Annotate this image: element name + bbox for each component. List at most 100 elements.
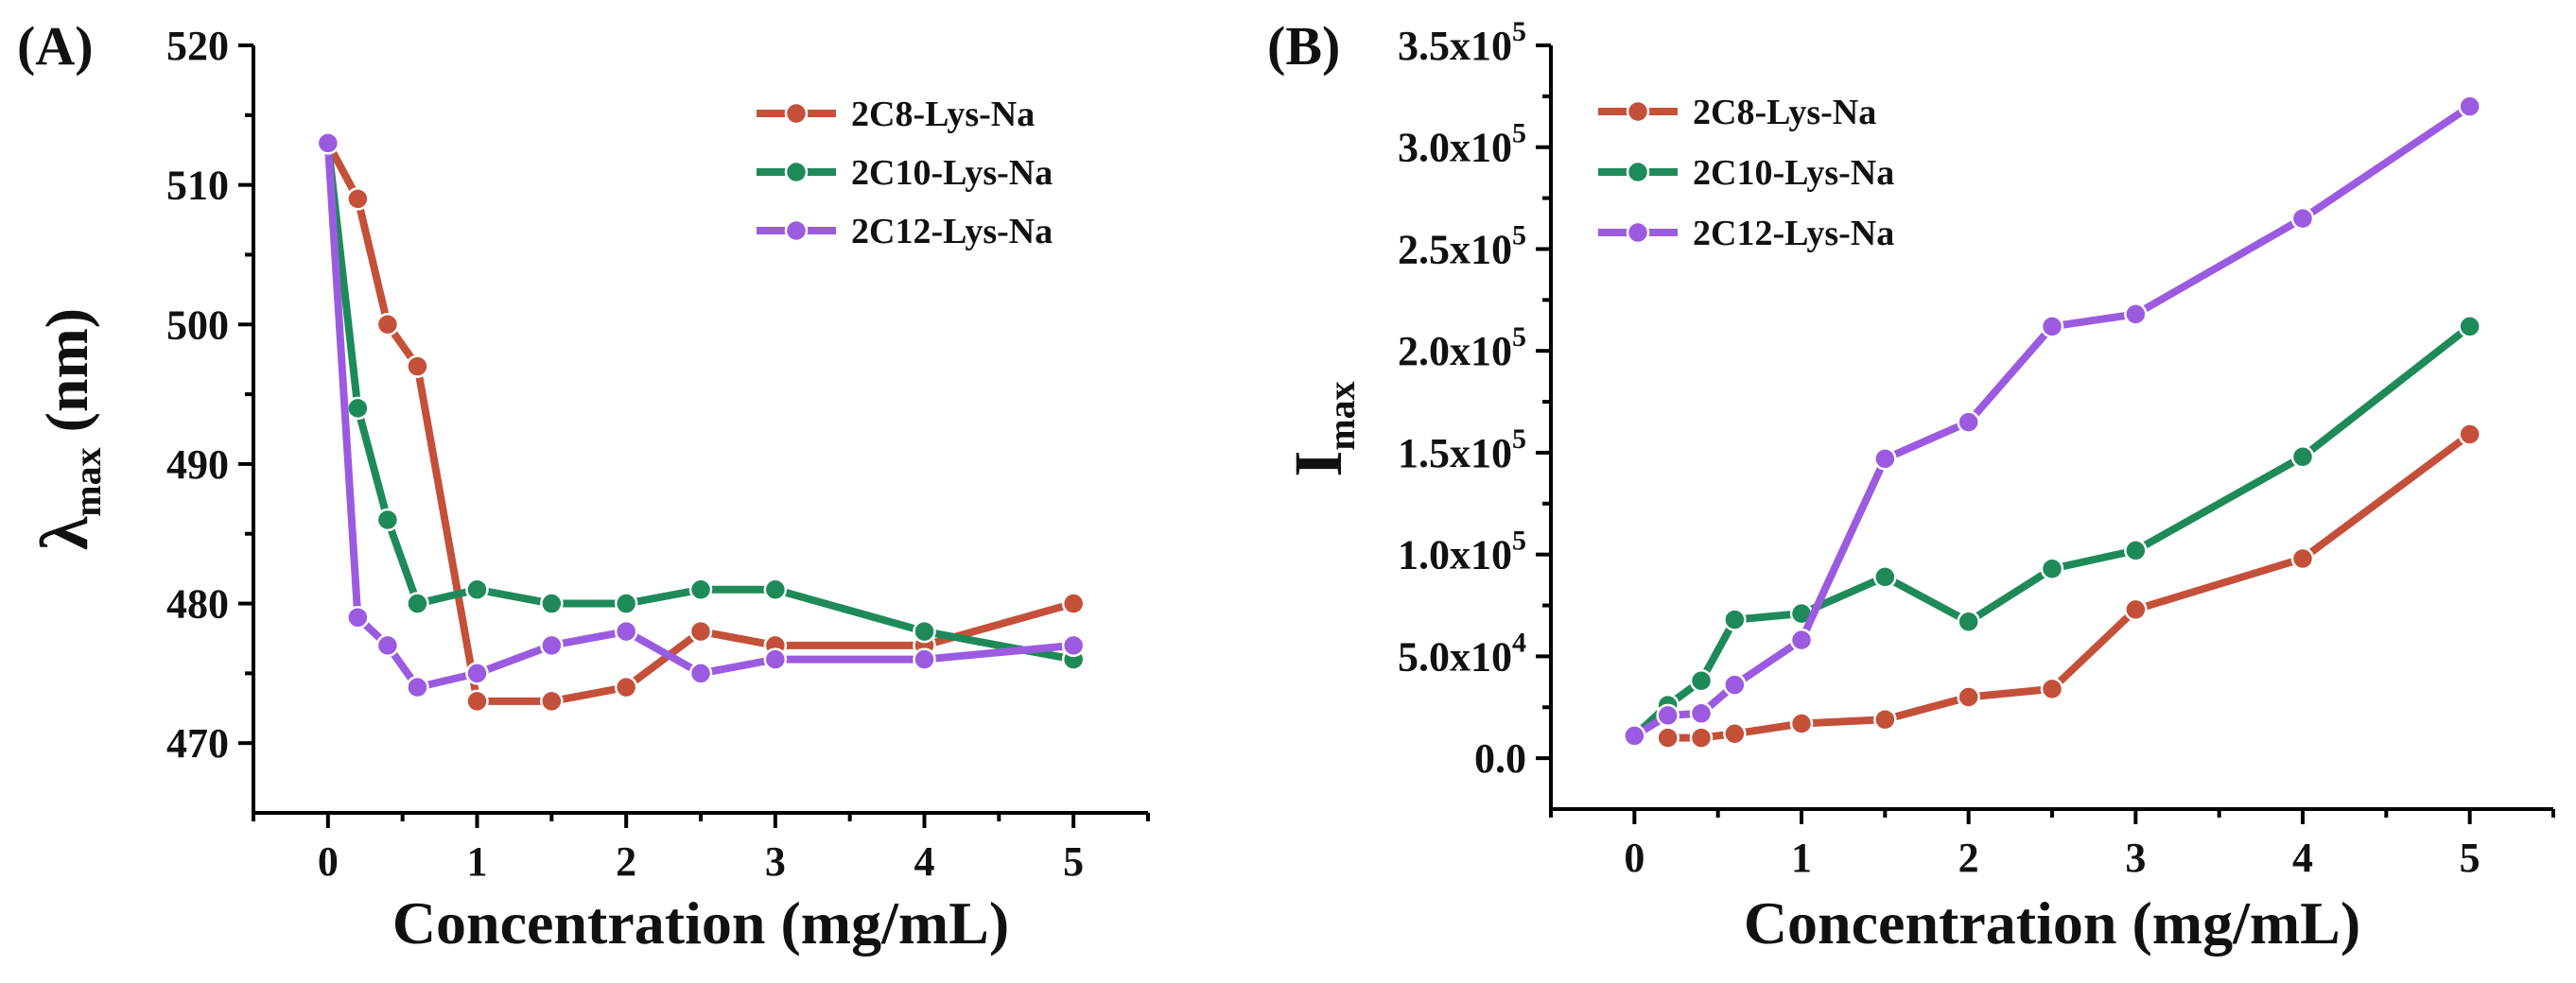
y-tick-label: 1.0x105: [1398, 526, 1526, 578]
panel-a-y-axis-title: λmax (nm): [26, 308, 109, 550]
x-tick-label: 4: [914, 838, 935, 885]
data-point: [913, 647, 936, 671]
y-tick-label: 2.0x105: [1398, 321, 1526, 374]
data-point: [465, 689, 489, 714]
legend-swatch-marker: [1626, 220, 1650, 245]
legend-item: 2C10-Lys-Na: [1598, 153, 1894, 193]
data-point: [1957, 410, 1980, 434]
data-point: [688, 619, 713, 644]
legend-swatch-marker: [1626, 160, 1650, 184]
data-point: [614, 592, 638, 615]
data-point: [540, 633, 564, 658]
y-tick-label: 3.0x105: [1398, 118, 1526, 171]
x-tick-label: 0: [1624, 835, 1645, 881]
data-point: [614, 619, 638, 644]
data-point: [1789, 712, 1814, 735]
data-point: [465, 662, 489, 685]
x-tick-label: 5: [1063, 838, 1084, 885]
data-point: [2458, 423, 2481, 446]
legend-swatch-marker: [784, 218, 809, 243]
data-point: [2124, 539, 2148, 562]
y-tick-label: 0.0: [1474, 735, 1526, 782]
panel-b-chart: (B) 0.0 5.0x104 1.0x105 1.5x105 2.0x105 2.5x1…: [1267, 15, 2555, 957]
data-point: [375, 508, 400, 532]
data-point: [540, 689, 564, 714]
data-point: [375, 633, 400, 658]
x-tick-label: 1: [1791, 835, 1812, 881]
data-point: [2290, 444, 2315, 469]
data-point: [2290, 206, 2315, 231]
y-tick-label: 470: [166, 720, 229, 767]
legend-item: 2C10-Lys-Na: [757, 153, 1053, 193]
panel-a-x-axis-title: Concentration (mg/mL): [392, 889, 1009, 957]
data-point: [1623, 724, 1646, 748]
data-point: [913, 619, 936, 644]
x-tick-label: 3: [2125, 835, 2146, 881]
series-2C12-Lys-Na: [1623, 95, 2481, 748]
panel-a-chart: (A) 470 480 490 500 510 520 0 1 2 3 4 5 2C8-Lys-Na…: [17, 15, 1150, 957]
y-tick-label: 500: [166, 302, 229, 348]
series-2C8-Lys-Na: [316, 131, 1086, 714]
x-tick-label: 5: [2460, 835, 2480, 881]
data-point: [406, 354, 429, 378]
data-point: [2040, 677, 2064, 701]
y-tick-label: 1.5x105: [1398, 423, 1526, 476]
y-tick-label: 3.5x105: [1398, 16, 1526, 69]
series-2C12-Lys-Na: [316, 131, 1086, 699]
legend-label: 2C12-Lys-Na: [851, 212, 1053, 251]
legend-item: 2C8-Lys-Na: [757, 95, 1035, 134]
data-point: [1789, 628, 1814, 652]
panel-a-label: (A): [17, 15, 94, 77]
data-point: [346, 606, 370, 629]
data-point: [1689, 726, 1714, 750]
x-tick-label: 1: [467, 838, 488, 885]
data-point: [1689, 669, 1714, 693]
data-point: [1723, 608, 1747, 631]
legend-label: 2C8-Lys-Na: [851, 95, 1035, 134]
panel-b-legend: 2C8-Lys-Na 2C10-Lys-Na 2C12-Lys-Na: [1598, 93, 1894, 253]
legend-item: 2C12-Lys-Na: [1598, 214, 1894, 253]
data-point: [406, 675, 429, 699]
panel-b-x-axis-title: Concentration (mg/mL): [1744, 889, 2360, 957]
data-point: [2458, 95, 2481, 118]
series-2C8-Lys-Na: [1656, 423, 2481, 750]
panel-b-y-axis-title: Imax: [1280, 381, 1363, 476]
data-point: [763, 578, 788, 602]
data-point: [763, 647, 788, 671]
data-point: [540, 592, 564, 615]
data-point: [1957, 610, 1980, 634]
panel-b-label: (B): [1267, 15, 1340, 77]
data-point: [2458, 315, 2481, 338]
data-point: [465, 578, 489, 602]
data-point: [1689, 701, 1714, 725]
data-point: [346, 187, 370, 211]
y-tick-label: 2.5x105: [1398, 219, 1526, 272]
legend-swatch-marker: [1626, 99, 1650, 124]
y-tick-label: 510: [166, 163, 229, 209]
x-tick-label: 2: [616, 838, 636, 885]
y-tick-label: 480: [166, 581, 229, 628]
data-point: [1656, 726, 1680, 750]
data-point: [1723, 722, 1747, 746]
data-point: [688, 662, 713, 685]
data-point: [1873, 565, 1897, 589]
data-point: [688, 578, 713, 602]
legend-label: 2C8-Lys-Na: [1693, 93, 1876, 132]
data-point: [1957, 685, 1980, 709]
legend-swatch-marker: [784, 160, 809, 184]
data-point: [1873, 707, 1897, 732]
series-line: [1663, 430, 2474, 742]
legend-label: 2C10-Lys-Na: [851, 153, 1053, 193]
x-tick-label: 4: [2292, 835, 2313, 881]
data-point: [316, 131, 340, 155]
legend-item: 2C8-Lys-Na: [1598, 93, 1876, 132]
x-tick-label: 0: [318, 838, 339, 885]
data-point: [2290, 546, 2315, 571]
data-point: [2124, 597, 2148, 622]
y-tick-label: 5.0x104: [1398, 627, 1526, 680]
data-point: [1873, 447, 1897, 471]
legend-label: 2C10-Lys-Na: [1693, 153, 1894, 193]
data-point: [1723, 673, 1747, 697]
data-point: [375, 313, 400, 336]
